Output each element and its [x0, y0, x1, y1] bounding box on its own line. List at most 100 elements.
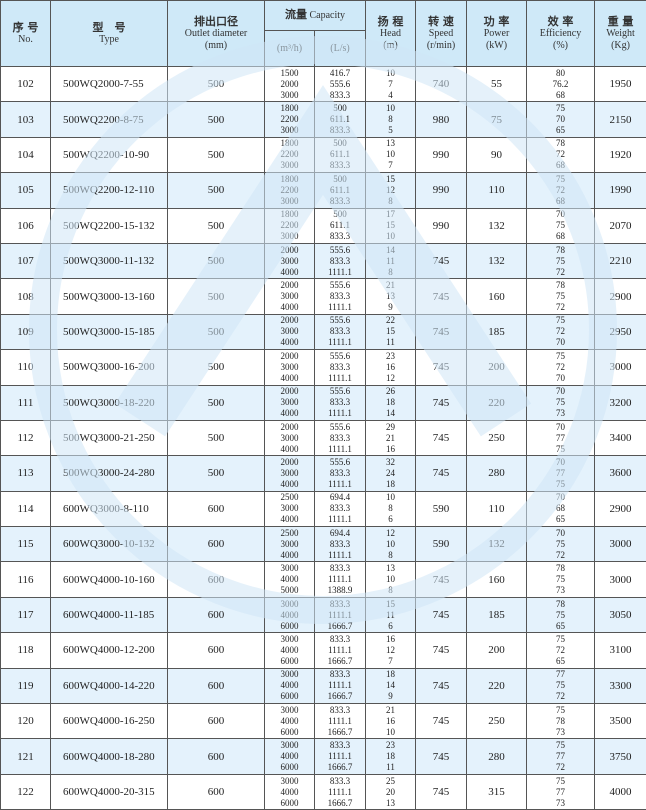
cell-flow-m3h-value: 2000 — [265, 422, 314, 433]
col-capacity-ls: (L/s) — [315, 31, 366, 67]
cell-type: 500WQ2200-10-90 — [51, 137, 168, 172]
cell-flow-ls-value: 500 — [315, 103, 365, 114]
col-capacity-m3h: (m³/h) — [265, 31, 315, 67]
cell-efficiency-value: 72 — [527, 267, 594, 278]
cell-type: 600WQ4000-12-200 — [51, 633, 168, 668]
cell-type: 500WQ3000-18-220 — [51, 385, 168, 420]
cell-outlet: 600 — [168, 562, 265, 597]
cell-no: 104 — [1, 137, 51, 172]
cell-head-value: 18 — [366, 669, 415, 680]
cell-power: 200 — [467, 633, 527, 668]
cell-flow-m3h-value: 2000 — [265, 351, 314, 362]
cell-no: 113 — [1, 456, 51, 491]
cell-efficiency-value: 75 — [527, 680, 594, 691]
cell-no: 121 — [1, 739, 51, 774]
cell-weight: 3400 — [595, 420, 646, 455]
cell-speed: 590 — [416, 491, 467, 526]
cell-flow-m3h-value: 4000 — [265, 337, 314, 348]
cell-speed: 745 — [416, 314, 467, 349]
cell-power: 132 — [467, 527, 527, 562]
cell-flow-m3h-value: 4000 — [265, 716, 314, 727]
cell-efficiency-value: 78 — [527, 716, 594, 727]
cell-type: 500WQ3000-21-250 — [51, 420, 168, 455]
cell-power: 250 — [467, 420, 527, 455]
cell-head-value: 16 — [366, 444, 415, 455]
cell-flow-ls-value: 555.6 — [315, 422, 365, 433]
cell-flow-ls-value: 833.3 — [315, 776, 365, 787]
cell-outlet: 600 — [168, 668, 265, 703]
cell-efficiency-value: 77 — [527, 751, 594, 762]
cell-flow-m3h-value: 4000 — [265, 408, 314, 419]
cell-head-value: 9 — [366, 691, 415, 702]
cell-flow-ls-value: 1666.7 — [315, 798, 365, 809]
cell-flow-m3h-value: 4000 — [265, 479, 314, 490]
cell-flow-ls-value: 833.3 — [315, 433, 365, 444]
cell-flow-m3h-value: 2200 — [265, 149, 314, 160]
cell-efficiency-value: 70 — [527, 209, 594, 220]
cell-efficiency-value: 70 — [527, 386, 594, 397]
cell-speed: 745 — [416, 420, 467, 455]
cell-flow-ls-value: 500 — [315, 174, 365, 185]
cell-weight: 2070 — [595, 208, 646, 243]
cell-efficiency-value: 70 — [527, 528, 594, 539]
cell-flow-m3h-value: 4000 — [265, 514, 314, 525]
cell-flow-ls-value: 833.3 — [315, 362, 365, 373]
cell-no: 122 — [1, 774, 51, 809]
cell-no: 106 — [1, 208, 51, 243]
cell-efficiency-value: 72 — [527, 645, 594, 656]
cell-efficiency-value: 70 — [527, 422, 594, 433]
cell-efficiency-value: 77 — [527, 433, 594, 444]
cell-head-value: 11 — [366, 337, 415, 348]
cell-flow-m3h-value: 4000 — [265, 787, 314, 798]
cell-head-value: 15 — [366, 220, 415, 231]
cell-flow-m3h-value: 2000 — [265, 457, 314, 468]
cell-type: 500WQ2200-8-75 — [51, 102, 168, 137]
cell-head-value: 10 — [366, 492, 415, 503]
cell-head-value: 6 — [366, 621, 415, 632]
cell-efficiency-value: 78 — [527, 245, 594, 256]
cell-no: 103 — [1, 102, 51, 137]
cell-flow-ls-value: 833.3 — [315, 563, 365, 574]
cell-power: 185 — [467, 597, 527, 632]
cell-weight: 3000 — [595, 350, 646, 385]
cell-power: 160 — [467, 562, 527, 597]
cell-flow-m3h-value: 6000 — [265, 727, 314, 738]
cell-flow-m3h-value: 4000 — [265, 302, 314, 313]
cell-efficiency-value: 72 — [527, 149, 594, 160]
cell-head-value: 24 — [366, 468, 415, 479]
cell-flow-ls-value: 833.3 — [315, 231, 365, 242]
cell-head-value: 22 — [366, 315, 415, 326]
cell-outlet: 600 — [168, 491, 265, 526]
cell-head-value: 10 — [366, 231, 415, 242]
cell-efficiency-value: 75 — [527, 174, 594, 185]
cell-head-value: 12 — [366, 528, 415, 539]
cell-speed: 745 — [416, 704, 467, 739]
cell-outlet: 500 — [168, 314, 265, 349]
cell-power: 110 — [467, 173, 527, 208]
cell-head-value: 21 — [366, 280, 415, 291]
cell-weight: 3200 — [595, 385, 646, 420]
cell-flow-ls-value: 833.3 — [315, 196, 365, 207]
